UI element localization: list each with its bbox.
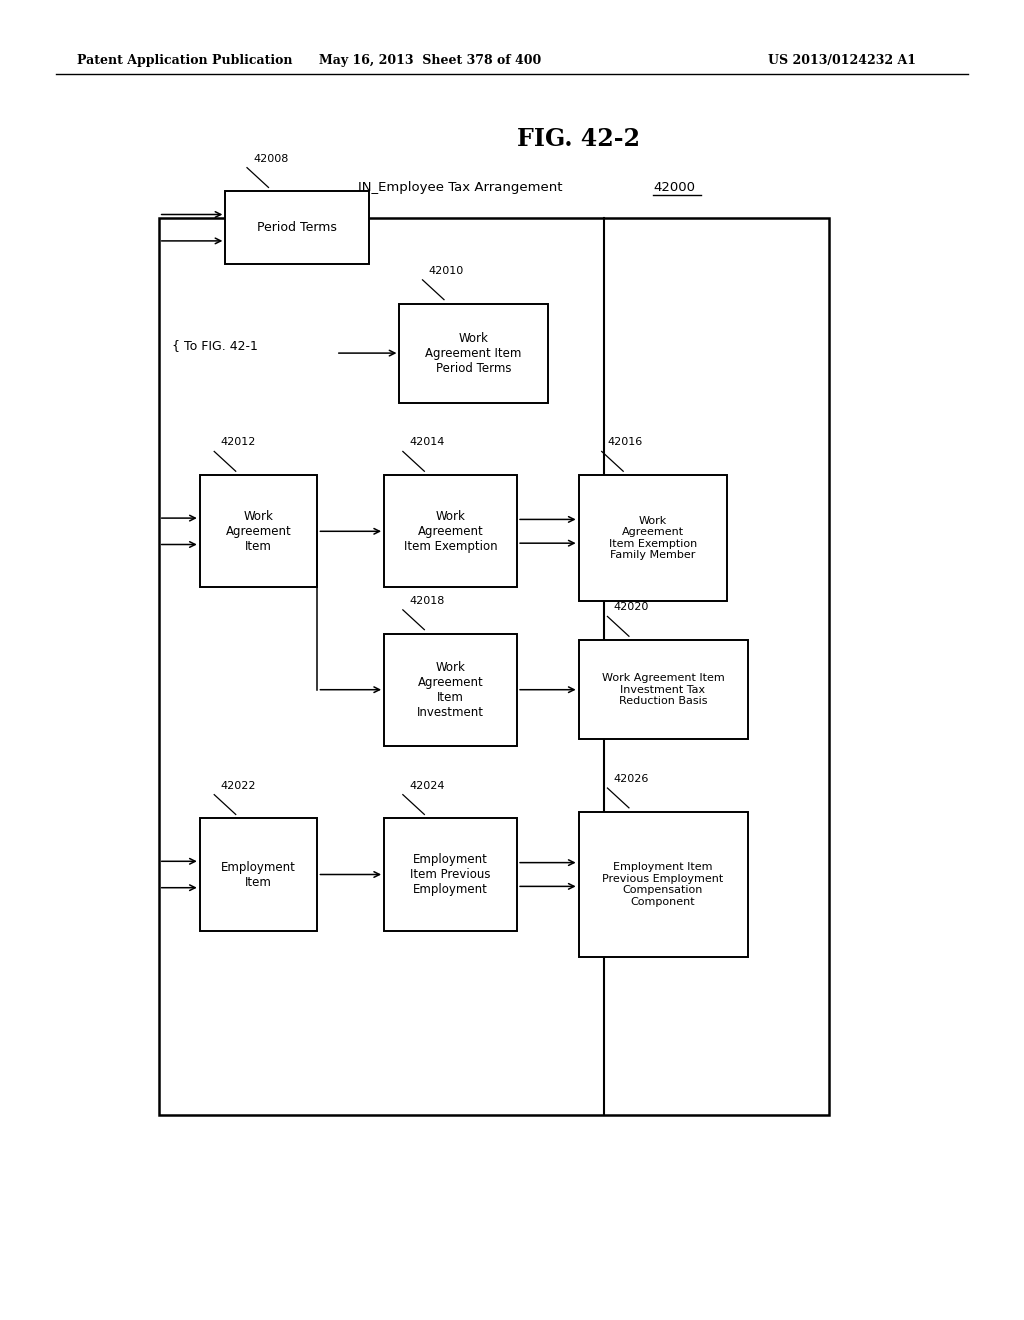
- Text: Work
Agreement
Item: Work Agreement Item: [225, 510, 292, 553]
- Bar: [384, 475, 517, 587]
- Text: Work Agreement Item
Investment Tax
Reduction Basis: Work Agreement Item Investment Tax Reduc…: [602, 673, 724, 706]
- Text: Work
Agreement
Item Exemption
Family Member: Work Agreement Item Exemption Family Mem…: [608, 516, 697, 560]
- Bar: [579, 640, 748, 739]
- Bar: [579, 475, 727, 601]
- Bar: [384, 634, 517, 746]
- Text: 42024: 42024: [409, 780, 444, 791]
- Text: 42010: 42010: [429, 265, 464, 276]
- Text: May 16, 2013  Sheet 378 of 400: May 16, 2013 Sheet 378 of 400: [318, 54, 542, 67]
- Text: Work
Agreement Item
Period Terms: Work Agreement Item Period Terms: [425, 331, 522, 375]
- Text: 42026: 42026: [613, 774, 649, 784]
- Text: 42014: 42014: [409, 437, 444, 447]
- Text: 42008: 42008: [253, 153, 289, 164]
- Bar: [159, 218, 829, 1115]
- Text: IN_Employee Tax Arrangement: IN_Employee Tax Arrangement: [358, 181, 563, 194]
- Text: FIG. 42-2: FIG. 42-2: [517, 127, 640, 150]
- Bar: [225, 191, 369, 264]
- Text: 42016: 42016: [608, 437, 643, 447]
- Text: 42020: 42020: [613, 602, 649, 612]
- Bar: [579, 812, 748, 957]
- Text: Patent Application Publication: Patent Application Publication: [77, 54, 292, 67]
- Text: Employment Item
Previous Employment
Compensation
Component: Employment Item Previous Employment Comp…: [602, 862, 724, 907]
- Text: Work
Agreement
Item Exemption: Work Agreement Item Exemption: [403, 510, 498, 553]
- Bar: [200, 818, 317, 931]
- Text: { To FIG. 42-1: { To FIG. 42-1: [172, 339, 258, 352]
- Text: US 2013/0124232 A1: US 2013/0124232 A1: [768, 54, 916, 67]
- Text: Employment
Item: Employment Item: [221, 861, 296, 888]
- Text: Work
Agreement
Item
Investment: Work Agreement Item Investment: [417, 661, 484, 718]
- Text: 42000: 42000: [653, 181, 695, 194]
- Text: Employment
Item Previous
Employment: Employment Item Previous Employment: [411, 853, 490, 896]
- Bar: [384, 818, 517, 931]
- Bar: [399, 304, 548, 403]
- Bar: [200, 475, 317, 587]
- Text: Period Terms: Period Terms: [257, 222, 337, 234]
- Text: 42018: 42018: [409, 595, 444, 606]
- Text: 42012: 42012: [220, 437, 256, 447]
- Text: 42022: 42022: [220, 780, 256, 791]
